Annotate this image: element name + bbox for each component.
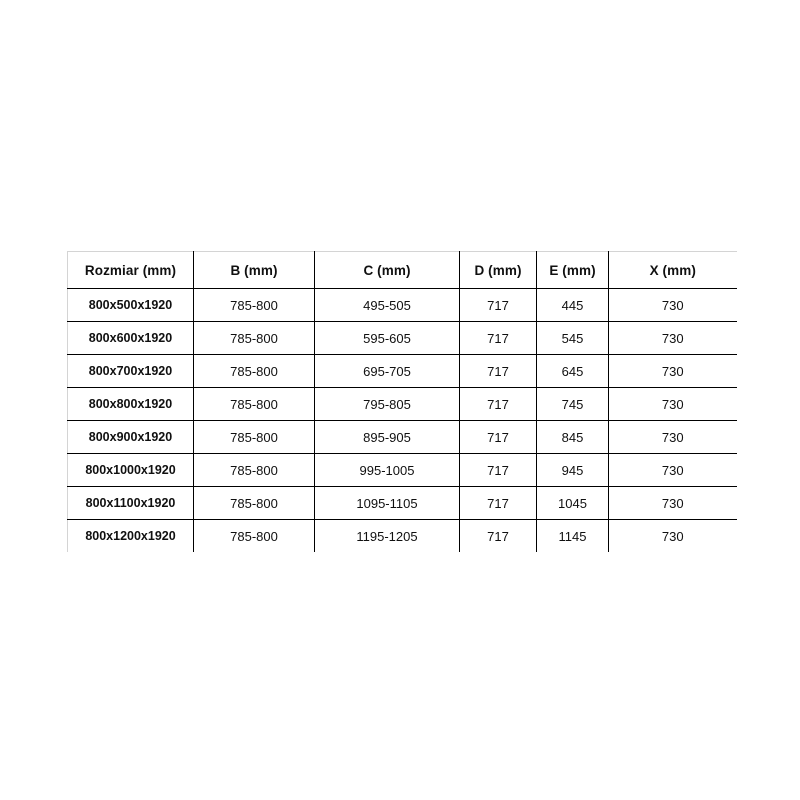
cell-x: 730 — [608, 288, 737, 322]
column-header-c: C (mm) — [314, 251, 460, 289]
table-body: 800x500x1920 785-800 495-505 717 445 730… — [67, 288, 737, 552]
cell-c: 995-1005 — [314, 453, 460, 487]
cell-e: 945 — [536, 453, 609, 487]
cell-b: 785-800 — [193, 486, 315, 520]
cell-e: 645 — [536, 354, 609, 388]
table-row: 800x600x1920 785-800 595-605 717 545 730 — [67, 321, 737, 355]
cell-c: 695-705 — [314, 354, 460, 388]
table-row: 800x1100x1920 785-800 1095-1105 717 1045… — [67, 486, 737, 520]
column-header-x: X (mm) — [608, 251, 737, 289]
dimension-table: Rozmiar (mm) B (mm) C (mm) D (mm) E (mm)… — [67, 251, 737, 552]
cell-b: 785-800 — [193, 288, 315, 322]
cell-c: 495-505 — [314, 288, 460, 322]
cell-x: 730 — [608, 519, 737, 552]
cell-x: 730 — [608, 354, 737, 388]
table-row: 800x500x1920 785-800 495-505 717 445 730 — [67, 288, 737, 322]
cell-d: 717 — [459, 486, 537, 520]
cell-c: 1195-1205 — [314, 519, 460, 552]
cell-e: 845 — [536, 420, 609, 454]
cell-size: 800x700x1920 — [67, 354, 194, 388]
cell-c: 895-905 — [314, 420, 460, 454]
cell-b: 785-800 — [193, 453, 315, 487]
cell-d: 717 — [459, 354, 537, 388]
cell-e: 545 — [536, 321, 609, 355]
column-header-d: D (mm) — [459, 251, 537, 289]
cell-b: 785-800 — [193, 387, 315, 421]
cell-size: 800x1200x1920 — [67, 519, 194, 552]
cell-b: 785-800 — [193, 354, 315, 388]
cell-x: 730 — [608, 420, 737, 454]
cell-x: 730 — [608, 321, 737, 355]
cell-size: 800x800x1920 — [67, 387, 194, 421]
cell-size: 800x500x1920 — [67, 288, 194, 322]
cell-c: 1095-1105 — [314, 486, 460, 520]
column-header-e: E (mm) — [536, 251, 609, 289]
cell-d: 717 — [459, 387, 537, 421]
table-header-row: Rozmiar (mm) B (mm) C (mm) D (mm) E (mm)… — [67, 251, 737, 289]
cell-size: 800x900x1920 — [67, 420, 194, 454]
cell-size: 800x1000x1920 — [67, 453, 194, 487]
table-row: 800x1200x1920 785-800 1195-1205 717 1145… — [67, 519, 737, 552]
cell-e: 745 — [536, 387, 609, 421]
column-header-b: B (mm) — [193, 251, 315, 289]
cell-b: 785-800 — [193, 321, 315, 355]
cell-b: 785-800 — [193, 519, 315, 552]
cell-b: 785-800 — [193, 420, 315, 454]
table-header: Rozmiar (mm) B (mm) C (mm) D (mm) E (mm)… — [67, 251, 737, 289]
cell-e: 445 — [536, 288, 609, 322]
cell-size: 800x1100x1920 — [67, 486, 194, 520]
table-row: 800x800x1920 785-800 795-805 717 745 730 — [67, 387, 737, 421]
cell-size: 800x600x1920 — [67, 321, 194, 355]
cell-d: 717 — [459, 519, 537, 552]
cell-d: 717 — [459, 453, 537, 487]
dimension-table-container: Rozmiar (mm) B (mm) C (mm) D (mm) E (mm)… — [67, 251, 737, 552]
table-row: 800x1000x1920 785-800 995-1005 717 945 7… — [67, 453, 737, 487]
cell-e: 1145 — [536, 519, 609, 552]
cell-c: 595-605 — [314, 321, 460, 355]
cell-d: 717 — [459, 420, 537, 454]
cell-c: 795-805 — [314, 387, 460, 421]
table-row: 800x700x1920 785-800 695-705 717 645 730 — [67, 354, 737, 388]
cell-x: 730 — [608, 453, 737, 487]
cell-x: 730 — [608, 486, 737, 520]
cell-e: 1045 — [536, 486, 609, 520]
column-header-rozmiar: Rozmiar (mm) — [67, 251, 194, 289]
cell-x: 730 — [608, 387, 737, 421]
cell-d: 717 — [459, 321, 537, 355]
table-row: 800x900x1920 785-800 895-905 717 845 730 — [67, 420, 737, 454]
cell-d: 717 — [459, 288, 537, 322]
